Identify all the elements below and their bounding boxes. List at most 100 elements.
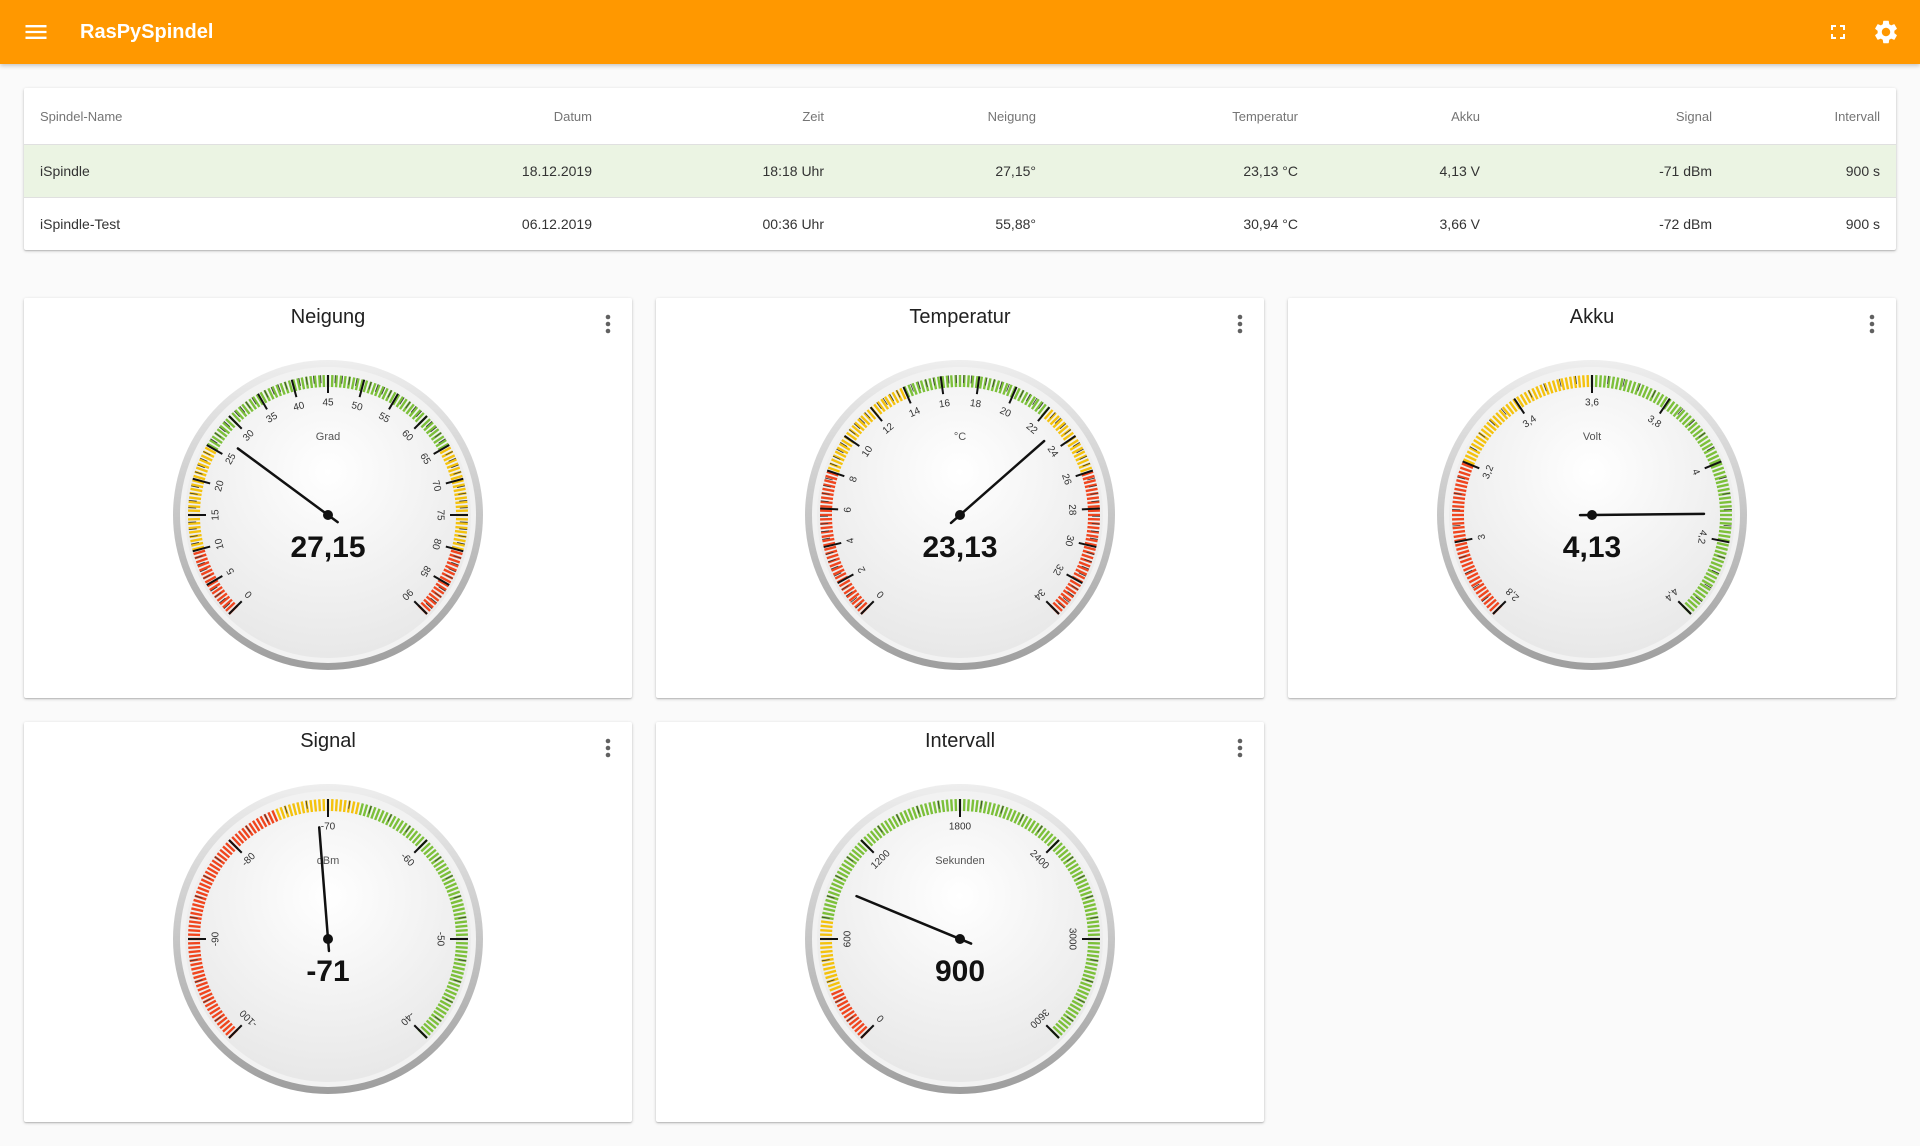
table-row[interactable]: iSpindle-Test 06.12.2019 00:36 Uhr 55,88… <box>24 198 1896 251</box>
zone-tick <box>919 380 926 393</box>
minor-tick <box>1086 551 1095 555</box>
zone-tick <box>1483 424 1495 435</box>
cell-time: 00:36 Uhr <box>762 216 824 232</box>
cell-time: 18:18 Uhr <box>608 144 840 198</box>
zone-tick <box>1719 505 1732 509</box>
zone-tick <box>1618 378 1624 391</box>
major-tick <box>228 839 243 854</box>
zone-tick <box>1452 529 1466 534</box>
column-header-temperature[interactable]: Temperatur <box>1052 88 1314 145</box>
zone-tick <box>405 403 415 415</box>
cell-name: iSpindle <box>24 144 336 198</box>
zone-tick <box>451 545 464 551</box>
minor-tick <box>434 1016 442 1022</box>
zone-tick <box>1452 521 1465 525</box>
settings-icon[interactable] <box>1872 18 1900 46</box>
more-vert-icon[interactable] <box>1862 312 1882 336</box>
minor-tick <box>1071 585 1079 591</box>
column-header-time[interactable]: Zeit <box>608 88 840 145</box>
zone-tick <box>1703 575 1716 584</box>
zone-tick <box>1049 415 1060 426</box>
table-row[interactable]: iSpindle 18.12.2019 18:18 Uhr 27,15° 23,… <box>24 144 1896 198</box>
major-tick <box>1045 839 1060 854</box>
zone-tick <box>903 810 911 823</box>
zone-tick <box>435 438 447 448</box>
zone-tick <box>1055 845 1066 856</box>
major-tick <box>1045 600 1060 615</box>
zone-tick <box>444 458 457 466</box>
zone-tick <box>1699 438 1711 448</box>
column-header-interval[interactable]: Intervall <box>1728 88 1896 145</box>
minor-tick <box>821 916 830 919</box>
column-header-tilt[interactable]: Neigung <box>840 88 1052 145</box>
minor-tick <box>445 875 453 880</box>
zone-tick <box>1614 377 1620 390</box>
zone-tick <box>928 802 934 815</box>
zone-tick <box>195 466 208 473</box>
zone-tick <box>928 378 934 391</box>
minor-tick <box>451 561 459 566</box>
zone-tick <box>970 375 975 388</box>
zone-tick <box>860 415 871 426</box>
zone-tick <box>832 878 845 886</box>
zone-tick <box>1701 579 1714 588</box>
zone-tick <box>451 479 464 485</box>
minor-tick <box>855 602 862 609</box>
zone-tick <box>1075 992 1088 1000</box>
zone-tick <box>911 806 918 819</box>
zone-tick <box>450 549 463 556</box>
minor-tick <box>1453 492 1462 495</box>
more-vert-icon[interactable] <box>598 312 618 336</box>
minor-tick <box>1078 572 1087 577</box>
minor-tick <box>1032 397 1038 405</box>
zone-tick <box>195 890 208 897</box>
zone-tick <box>880 822 890 834</box>
gauge-card-interval: Intervall 0 600 1200 1800 2400 3000 3600 Sekund… <box>656 722 1264 1122</box>
more-vert-icon[interactable] <box>598 736 618 760</box>
minor-tick <box>827 558 836 563</box>
menu-icon[interactable] <box>22 18 50 46</box>
fullscreen-icon[interactable] <box>1826 20 1850 44</box>
tick-label: 70 <box>429 479 443 493</box>
zone-tick <box>863 836 874 847</box>
column-header-signal[interactable]: Signal <box>1496 88 1728 145</box>
minor-tick <box>203 574 211 579</box>
minor-tick <box>1622 378 1626 387</box>
zone-tick <box>454 496 468 501</box>
zone-tick <box>820 953 834 958</box>
minor-tick <box>970 375 973 384</box>
minor-tick <box>264 390 269 398</box>
more-vert-icon[interactable] <box>1230 736 1250 760</box>
zone-tick <box>451 903 464 909</box>
zone-tick <box>1470 442 1483 451</box>
needle-hub <box>323 510 333 520</box>
zone-tick <box>841 1006 853 1016</box>
major-tick <box>413 415 428 430</box>
zone-tick <box>873 403 883 415</box>
zone-tick <box>271 810 279 823</box>
column-header-battery[interactable]: Akku <box>1314 88 1496 145</box>
zone-tick <box>838 442 851 451</box>
zone-tick <box>1697 585 1709 595</box>
zone-tick <box>423 421 434 432</box>
column-header-date[interactable]: Datum <box>336 88 608 145</box>
minor-tick <box>1478 432 1486 438</box>
minor-tick <box>284 381 288 390</box>
cell-name: iSpindle-Test <box>40 216 121 232</box>
more-vert-icon[interactable] <box>1230 312 1250 336</box>
zone-tick <box>820 505 833 509</box>
zone-tick <box>209 1006 221 1016</box>
minor-tick <box>1037 825 1043 833</box>
minor-tick <box>305 376 308 385</box>
zone-tick <box>1463 458 1476 466</box>
zone-tick <box>446 462 459 469</box>
zone-tick <box>1515 396 1525 408</box>
spindle-table: Spindel-Name Datum Zeit Neigung Temperat… <box>24 88 1896 250</box>
zone-tick <box>1684 601 1695 612</box>
zone-tick <box>267 811 275 824</box>
minor-tick <box>1575 375 1577 384</box>
minor-tick <box>937 800 940 809</box>
column-header-name[interactable]: Spindel-Name <box>24 88 336 145</box>
zone-tick <box>1075 454 1088 462</box>
